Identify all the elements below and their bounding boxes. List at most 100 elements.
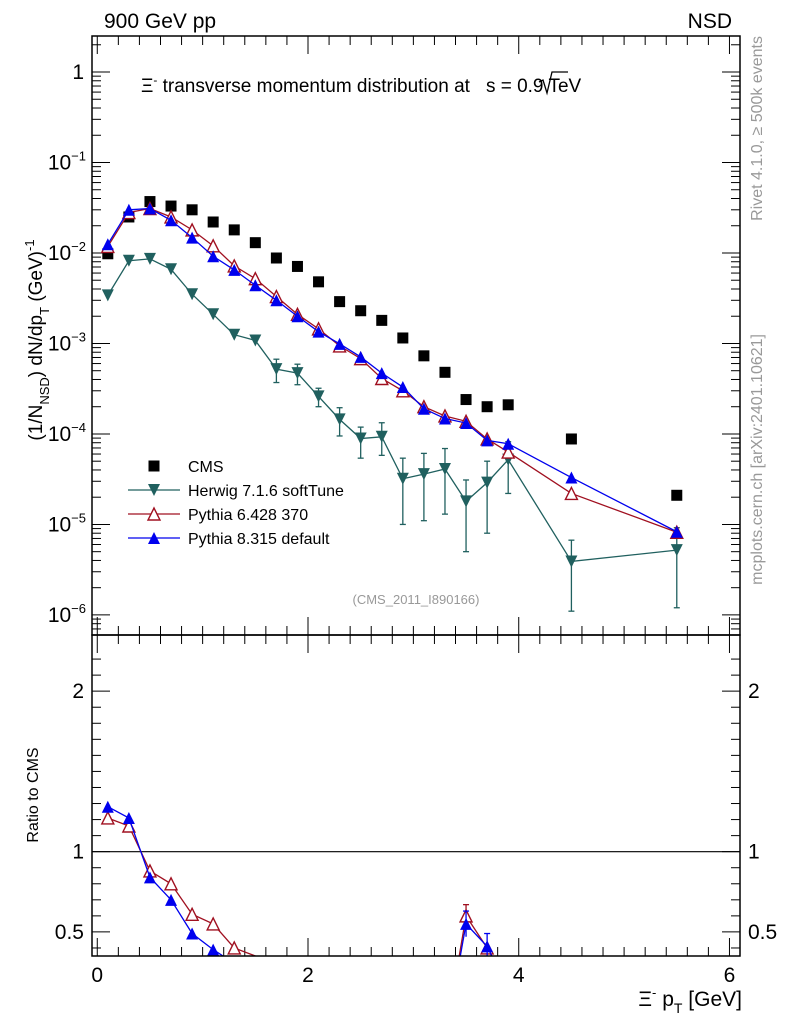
ratio-point-pythia6: [100, 810, 115, 825]
point-cms: [355, 305, 367, 317]
main-axis-ticks: 1 10−1 10−2 10−3 10−4 10−5 10−6: [48, 36, 740, 636]
main-series-group: [100, 196, 684, 612]
legend-marker: [148, 532, 160, 544]
point-herwig: [270, 363, 283, 376]
ratio-ytick-label-right: 2: [748, 680, 760, 703]
source-label: (CMS_2011_I890166): [353, 592, 480, 607]
main-ylabel: (1/NNSD) dN/dpT (GeV)-1: [22, 239, 52, 440]
ratio-line-pythia6: [107, 817, 257, 956]
point-pythia8: [670, 525, 683, 538]
main-ytick-label: 1: [72, 61, 84, 84]
point-herwig: [417, 468, 430, 481]
point-pythia8: [165, 214, 178, 227]
main-ytick-label: 10−6: [48, 601, 86, 627]
ratio-point-pythia8: [143, 871, 156, 884]
ratio-ytick-label: 2: [72, 680, 84, 703]
point-cms: [228, 224, 240, 236]
legend-marker: [148, 484, 160, 496]
point-herwig: [143, 252, 156, 265]
ratio-point-pythia8: [122, 811, 135, 824]
ratio-point-pythia6: [227, 940, 242, 955]
title-sqrt-s: s: [486, 76, 496, 97]
legend-marker: [148, 460, 160, 472]
point-cms: [565, 433, 577, 445]
point-herwig: [101, 289, 114, 302]
point-pythia8: [481, 434, 494, 447]
header-left-label: 900 GeV pp: [104, 10, 216, 33]
series-line-pythia8: [107, 207, 678, 533]
point-herwig: [396, 472, 409, 485]
point-pythia8: [333, 337, 346, 350]
title-energy: = 0.9 TeV: [495, 76, 581, 97]
point-cms: [249, 237, 261, 249]
point-herwig: [565, 555, 578, 568]
point-pythia8: [122, 203, 135, 216]
main-ytick-label: 10−5: [48, 510, 86, 536]
ratio-ytick-label: 0.5: [55, 921, 84, 944]
point-cms: [397, 332, 409, 344]
ratio-point-pythia8: [481, 940, 494, 953]
legend-item-pythia8: Pythia 8.315 default: [128, 531, 330, 548]
ratio-series-pythia8: [101, 800, 494, 956]
point-herwig: [249, 334, 262, 347]
point-herwig: [207, 308, 220, 321]
ratio-series-pythia6: [100, 810, 495, 956]
main-plot-area: [100, 196, 684, 612]
ratio-point-pythia8: [101, 800, 114, 813]
point-cms: [460, 394, 472, 406]
ratio-ytick-label-right: 1: [748, 841, 760, 864]
header-right-label: NSD: [688, 10, 732, 33]
point-cms: [291, 260, 303, 272]
point-pythia8: [228, 263, 241, 276]
point-herwig: [354, 432, 367, 445]
point-cms: [376, 314, 388, 326]
title-text: transverse momentum distribution at: [157, 76, 470, 97]
point-cms: [334, 296, 346, 308]
point-herwig: [375, 430, 388, 443]
rivet-label: Rivet 4.1.0, ≥ 500k events: [749, 36, 766, 221]
ratio-point-pythia8: [165, 893, 178, 906]
point-cms: [207, 216, 219, 228]
point-cms: [502, 399, 514, 411]
ratio-plot-area: [92, 800, 740, 956]
main-ytick-label: 10−2: [48, 239, 86, 265]
point-pythia8: [417, 402, 430, 415]
xtick-label: 2: [302, 964, 314, 987]
point-cms: [165, 200, 177, 212]
point-pythia8: [186, 231, 199, 244]
point-pythia8: [438, 412, 451, 425]
point-cms: [671, 489, 683, 501]
ratio-line-pythia8: [459, 922, 493, 956]
chart-title: Ξ- transverse momentum distribution at s …: [141, 71, 582, 97]
point-herwig: [165, 263, 178, 276]
xtick-label: 4: [513, 964, 525, 987]
ratio-point-pythia6: [163, 876, 179, 891]
title-charge: -: [153, 73, 157, 87]
legend-item-herwig: Herwig 7.1.6 softTune: [128, 483, 344, 500]
title-particle: Ξ: [141, 76, 153, 97]
main-ytick-label: 10−4: [48, 420, 86, 446]
point-herwig: [122, 254, 135, 267]
point-herwig: [438, 462, 451, 475]
point-herwig: [186, 288, 199, 301]
sqrt-symbol: [538, 71, 568, 96]
xtick-label: 0: [91, 964, 103, 987]
point-pythia8: [354, 350, 367, 363]
mcplots-label: mcplots.cern.ch [arXiv:2401.10621]: [749, 334, 766, 585]
legend-item-pythia6: Pythia 6.428 370: [128, 506, 308, 524]
point-pythia6: [206, 238, 221, 253]
point-cms: [102, 248, 114, 260]
point-herwig: [291, 367, 304, 380]
point-cms: [418, 350, 430, 362]
legend-label: Pythia 8.315 default: [188, 531, 330, 548]
point-pythia8: [565, 471, 578, 484]
legend: CMS Herwig 7.1.6 softTune Pythia 6.428 370…: [128, 459, 344, 548]
legend-label: Pythia 6.428 370: [188, 507, 308, 524]
point-pythia8: [143, 202, 156, 215]
point-pythia8: [312, 325, 325, 338]
point-pythia8: [270, 294, 283, 307]
series-herwig: [101, 252, 683, 612]
ratio-point-pythia6: [184, 906, 200, 921]
legend-marker: [146, 506, 162, 521]
point-cms: [313, 276, 325, 288]
